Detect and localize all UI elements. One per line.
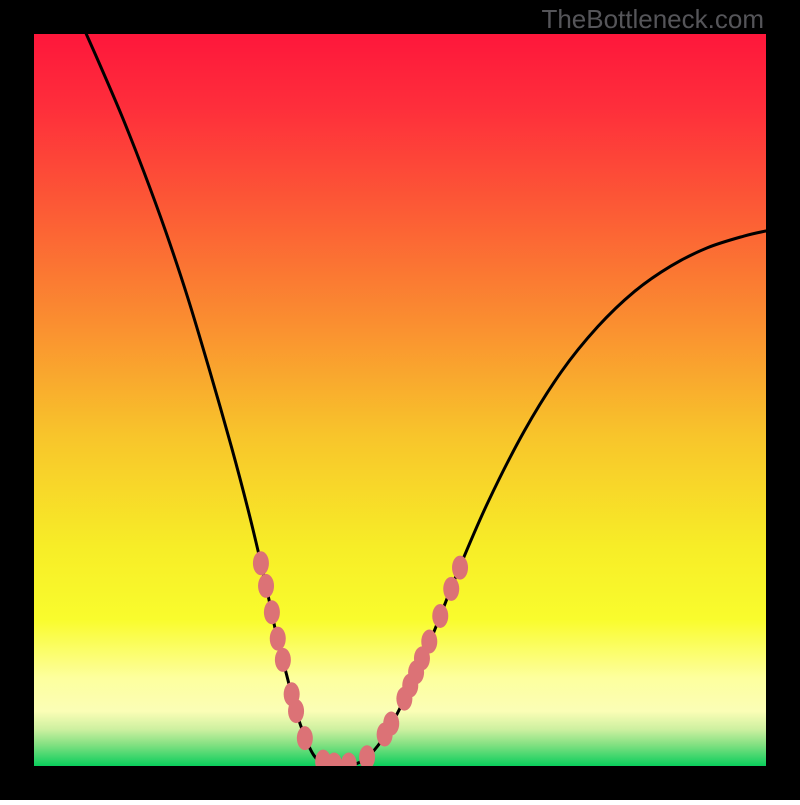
chart-root: TheBottleneck.com [0,0,800,800]
curve-marker [264,600,280,624]
curve-marker [270,627,286,651]
curve-marker [297,726,313,750]
curve-marker [443,577,459,601]
watermark-text: TheBottleneck.com [541,4,764,35]
curve-marker [421,630,437,654]
curve-marker [288,699,304,723]
curve-marker [359,745,375,769]
curve-marker [432,604,448,628]
gradient-background [34,34,766,766]
curve-marker [383,712,399,736]
chart-svg [0,0,800,800]
curve-marker [258,574,274,598]
curve-marker [253,551,269,575]
curve-marker [452,556,468,580]
curve-marker [275,648,291,672]
